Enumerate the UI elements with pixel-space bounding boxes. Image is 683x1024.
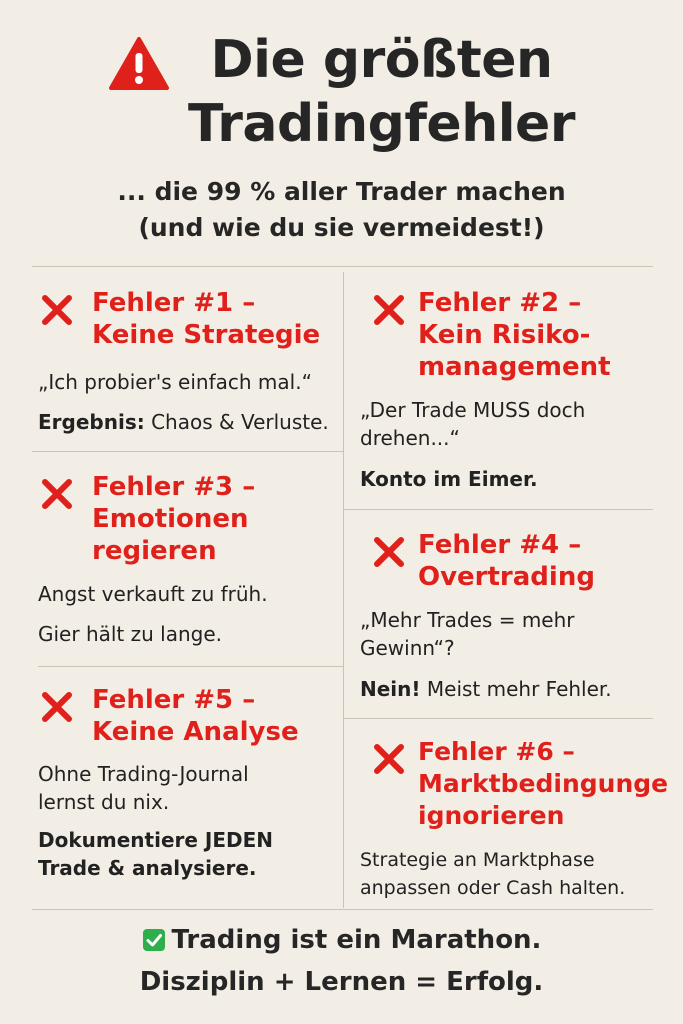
error-6-text: Strategie an Marktphase anpassen oder Ca… [360, 849, 626, 899]
error-3-text-1: Angst verkauft zu früh. [38, 582, 268, 606]
red-x-icon [42, 295, 72, 325]
page-title: Die größten Tradingfehler [188, 28, 575, 156]
footer-line-1: Trading ist ein Marathon. [0, 920, 683, 960]
title-row: Die größten Tradingfehler [0, 28, 683, 156]
warning-triangle-icon [109, 37, 170, 90]
error-5-bold: Dokumentiere JEDEN Trade & analysiere. [38, 828, 273, 880]
error-5-text: Ohne Trading-Journal lernst du nix. [38, 762, 249, 814]
red-x-icon [374, 295, 404, 325]
subtitle-line-2: (und wie du sie vermeidest!) [138, 213, 545, 242]
error-4-quote: „Mehr Trades = mehr Gewinn“? [360, 608, 575, 660]
red-x-icon [374, 744, 404, 774]
error-4-title: Fehler #4 – Overtrading [418, 530, 595, 592]
title-line-1: Die größten [210, 30, 553, 90]
error-2-result: Konto im Eimer. [360, 467, 538, 491]
error-3-title: Fehler #3 – Emotionen regieren [92, 472, 256, 566]
divider-left-2 [38, 666, 343, 667]
red-x-icon [42, 479, 72, 509]
error-5-title: Fehler #5 – Keine Analyse [92, 685, 299, 747]
error-6-title: Fehler #6 – Marktbedingunge ignorieren [418, 737, 669, 830]
error-2-title: Fehler #2 – Kein Risiko- management [418, 288, 611, 382]
error-1-quote: „Ich probier's einfach mal.“ [38, 370, 312, 394]
subtitle: ... die 99 % aller Trader machen (und wi… [0, 174, 683, 246]
footer: Trading ist ein Marathon. Disziplin + Le… [0, 920, 683, 1004]
divider-right-2 [344, 718, 653, 719]
divider-bottom [32, 909, 653, 910]
divider-left-1 [32, 451, 343, 452]
divider-vertical [343, 272, 344, 908]
divider-top [32, 266, 653, 267]
error-4-result: Nein! Meist mehr Fehler. [360, 677, 612, 701]
error-2-quote: „Der Trade MUSS doch drehen...“ [360, 398, 586, 450]
red-x-icon [374, 537, 404, 567]
footer-line-2: Disziplin + Lernen = Erfolg. [139, 967, 544, 997]
error-3-text-2: Gier hält zu lange. [38, 622, 223, 646]
error-1-title: Fehler #1 – Keine Strategie [92, 288, 321, 350]
subtitle-line-1: ... die 99 % aller Trader machen [117, 177, 566, 206]
title-line-2: Tradingfehler [188, 94, 575, 154]
red-x-icon [42, 692, 72, 722]
check-box-icon [142, 929, 165, 951]
error-1-result: Ergebnis: Chaos & Verluste. [38, 410, 329, 434]
divider-right-1 [344, 509, 653, 510]
header: Die größten Tradingfehler ... die 99 % a… [0, 0, 683, 260]
